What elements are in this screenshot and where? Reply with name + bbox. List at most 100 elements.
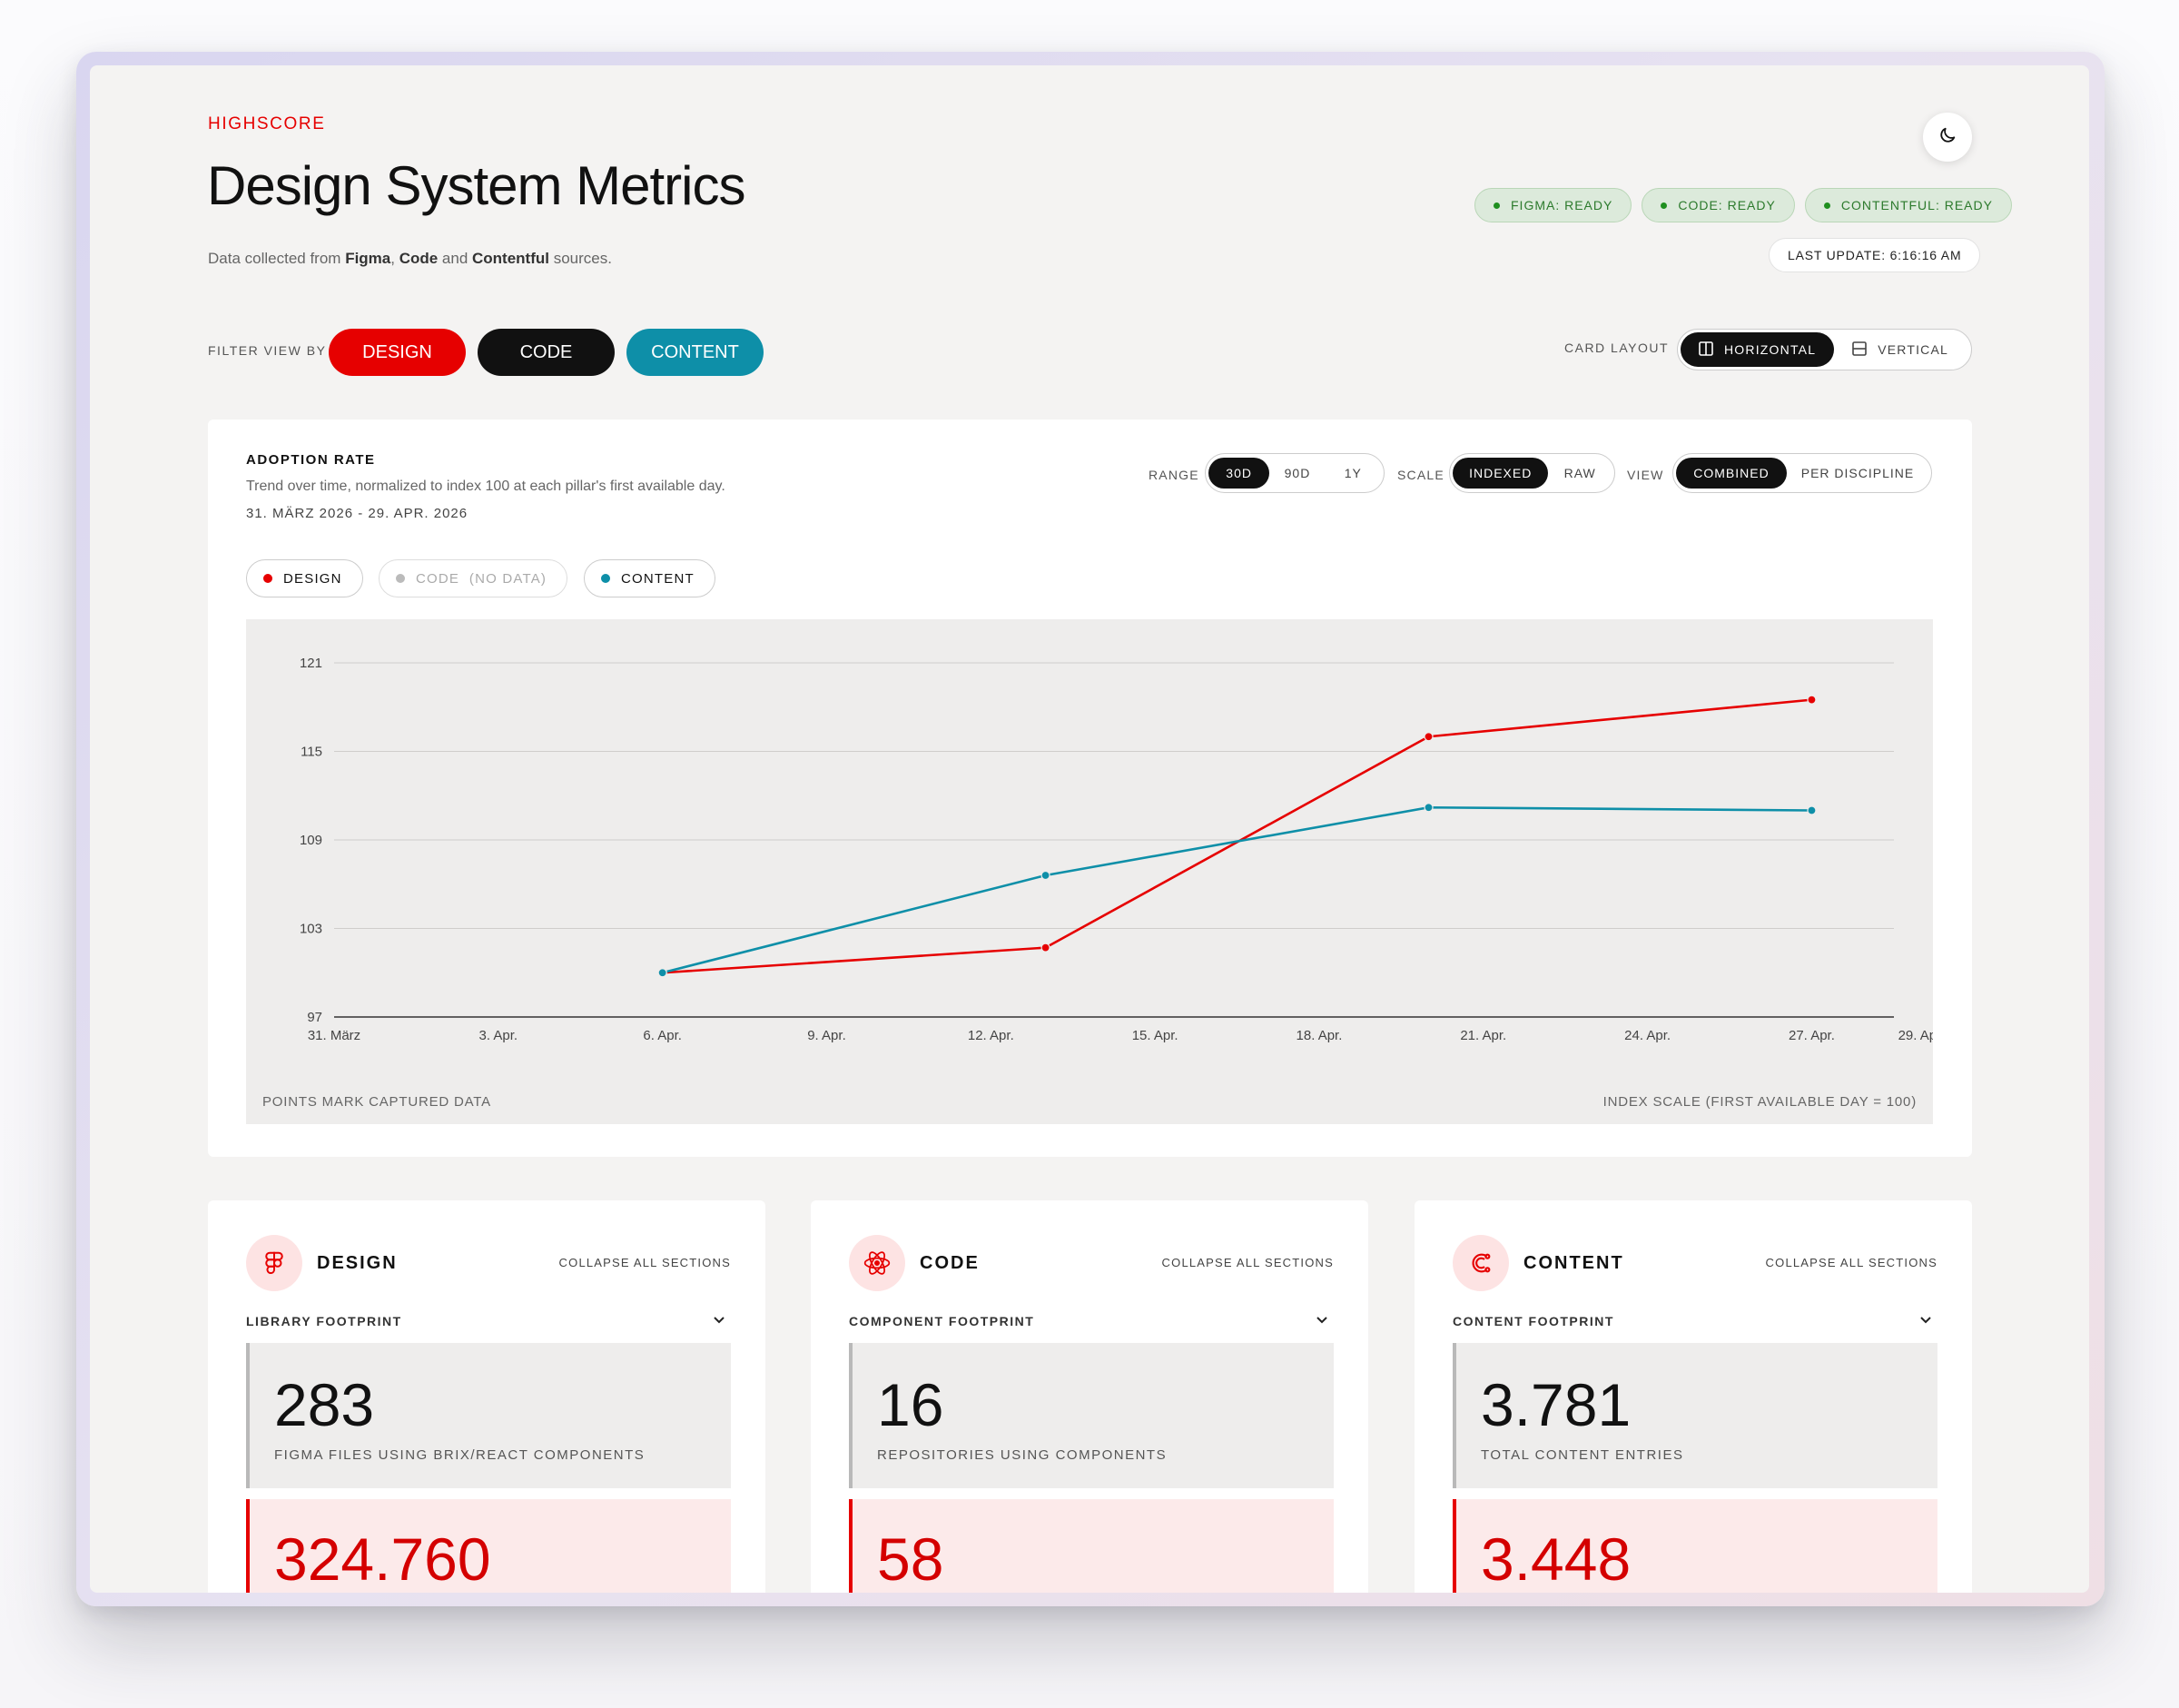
source-figma: Figma <box>345 250 391 267</box>
moon-icon <box>1937 125 1957 150</box>
scale-indexed-option[interactable]: INDEXED <box>1453 458 1549 489</box>
filter-design-button[interactable]: DESIGN <box>329 329 466 376</box>
metric-value: 3.781 <box>1481 1371 1632 1438</box>
data-point-content <box>1424 803 1434 813</box>
status-dot-icon <box>1823 202 1830 209</box>
filter-code-button[interactable]: CODE <box>478 329 615 376</box>
page-title: Design System Metrics <box>207 155 745 216</box>
columns-icon <box>1699 341 1713 359</box>
pillar-card-design: DESIGN COLLAPSE ALL SECTIONS LIBRARY FOO… <box>208 1200 765 1593</box>
y-tick-label: 121 <box>300 656 322 671</box>
adoption-chart: 97 103 109 115 121 31. März 3. Apr. 6. Apr. 9. A… <box>246 619 1933 1124</box>
view-selector: COMBINED PER DISCIPLINE <box>1672 453 1932 493</box>
card-layout-label: CARD LAYOUT <box>1564 341 1670 355</box>
metric-caption: REPOSITORIES USING COMPONENTS <box>877 1447 1168 1463</box>
legend-content-toggle[interactable]: CONTENT <box>584 559 715 597</box>
range-label: RANGE <box>1149 468 1199 482</box>
primary-metric: 3.781 TOTAL CONTENT ENTRIES <box>1453 1343 1937 1488</box>
range-90d-option[interactable]: 90D <box>1284 466 1311 480</box>
data-point-content <box>1040 870 1050 881</box>
page-subtitle: Data collected from Figma, Code and Cont… <box>208 250 612 267</box>
x-tick-label: 31. März <box>308 1028 360 1043</box>
adoption-title: ADOPTION RATE <box>246 452 376 468</box>
chart-note-left: POINTS MARK CAPTURED DATA <box>262 1094 491 1110</box>
range-30d-option[interactable]: 30D <box>1208 458 1270 489</box>
section-title[interactable]: LIBRARY FOOTPRINT <box>246 1314 402 1328</box>
data-point-design <box>1424 732 1434 742</box>
layout-vertical-option[interactable]: VERTICAL <box>1834 332 1967 367</box>
y-tick-label: 97 <box>307 1010 322 1025</box>
filter-content-button[interactable]: CONTENT <box>626 329 764 376</box>
chevron-down-icon[interactable] <box>711 1311 727 1332</box>
react-icon <box>849 1235 905 1291</box>
content-dot-icon <box>601 574 610 583</box>
metric-value: 16 <box>877 1371 944 1438</box>
view-per-discipline-option[interactable]: PER DISCIPLINE <box>1800 466 1915 480</box>
legend-code-toggle[interactable]: CODE (NO DATA) <box>379 559 568 597</box>
view-combined-option[interactable]: COMBINED <box>1676 458 1787 489</box>
secondary-metric-value: 58 <box>877 1525 944 1593</box>
status-chip-code: CODE: READY <box>1642 188 1795 222</box>
status-chip-contentful: CONTENTFUL: READY <box>1804 188 2012 222</box>
chart-note-right: INDEX SCALE (FIRST AVAILABLE DAY = 100) <box>1602 1094 1917 1110</box>
status-chips: FIGMA: READY CODE: READY CONTENTFUL: REA… <box>1474 188 2012 222</box>
layout-horizontal-option[interactable]: HORIZONTAL <box>1681 332 1835 367</box>
secondary-metric: 324.760 <box>246 1499 731 1593</box>
status-dot-icon <box>1494 202 1500 209</box>
chevron-down-icon[interactable] <box>1918 1311 1934 1332</box>
x-tick-label: 18. Apr. <box>1297 1028 1343 1043</box>
adoption-rate-card: ADOPTION RATE Trend over time, normalize… <box>208 420 1972 1157</box>
card-layout-toggle: HORIZONTAL VERTICAL <box>1677 329 1972 370</box>
scale-raw-option[interactable]: RAW <box>1563 466 1596 480</box>
primary-metric: 283 FIGMA FILES USING BRIX/REACT COMPONE… <box>246 1343 731 1488</box>
y-tick-label: 103 <box>300 922 322 937</box>
pillar-title: CONTENT <box>1523 1253 1624 1273</box>
pillar-title: DESIGN <box>317 1253 398 1273</box>
x-tick-label: 12. Apr. <box>968 1028 1014 1043</box>
last-update-badge: LAST UPDATE: 6:16:16 AM <box>1769 238 1981 272</box>
pillar-card-code: CODE COLLAPSE ALL SECTIONS COMPONENT FOO… <box>811 1200 1368 1593</box>
pillar-title: CODE <box>920 1253 980 1273</box>
legend-design-toggle[interactable]: DESIGN <box>246 559 363 597</box>
design-dot-icon <box>263 574 272 583</box>
x-tick-label: 27. Apr. <box>1789 1028 1835 1043</box>
adoption-description: Trend over time, normalized to index 100… <box>246 479 725 494</box>
metric-caption: FIGMA FILES USING BRIX/REACT COMPONENTS <box>274 1447 646 1463</box>
range-1y-option[interactable]: 1Y <box>1344 466 1362 480</box>
x-tick-label: 21. Apr. <box>1460 1028 1506 1043</box>
secondary-metric-value: 324.760 <box>274 1525 491 1593</box>
x-tick-label: 15. Apr. <box>1132 1028 1178 1043</box>
data-point-design <box>1040 943 1050 953</box>
x-tick-label: 9. Apr. <box>807 1028 846 1043</box>
metric-value: 283 <box>274 1371 375 1438</box>
filter-label: FILTER VIEW BY <box>208 343 327 358</box>
metric-caption: TOTAL CONTENT ENTRIES <box>1481 1447 1684 1463</box>
view-label: VIEW <box>1627 468 1664 482</box>
contentful-icon <box>1453 1235 1509 1291</box>
y-tick-label: 115 <box>301 745 322 760</box>
code-dot-icon <box>396 574 405 583</box>
secondary-metric: 3.448 <box>1453 1499 1937 1593</box>
data-point-design <box>1807 695 1817 705</box>
source-contentful: Contentful <box>472 250 549 267</box>
x-tick-label: 24. Apr. <box>1624 1028 1671 1043</box>
theme-toggle-button[interactable] <box>1923 113 1972 162</box>
range-selector: 30D 90D 1Y <box>1205 453 1385 493</box>
y-tick-label: 109 <box>300 833 322 848</box>
section-title[interactable]: CONTENT FOOTPRINT <box>1453 1314 1614 1328</box>
figma-icon <box>246 1235 302 1291</box>
secondary-metric-value: 3.448 <box>1481 1525 1632 1593</box>
section-title[interactable]: COMPONENT FOOTPRINT <box>849 1314 1035 1328</box>
collapse-all-button[interactable]: COLLAPSE ALL SECTIONS <box>1161 1256 1334 1269</box>
rows-icon <box>1852 341 1868 359</box>
series-line-design <box>662 698 1812 974</box>
collapse-all-button[interactable]: COLLAPSE ALL SECTIONS <box>558 1256 731 1269</box>
chevron-down-icon[interactable] <box>1314 1311 1330 1332</box>
data-point-content <box>657 968 667 978</box>
app-window: HIGHSCORE Design System Metrics Data col… <box>90 65 2089 1593</box>
series-line-content <box>662 805 1812 974</box>
collapse-all-button[interactable]: COLLAPSE ALL SECTIONS <box>1765 1256 1937 1269</box>
scale-selector: INDEXED RAW <box>1449 453 1615 493</box>
pillar-card-content: CONTENT COLLAPSE ALL SECTIONS CONTENT FO… <box>1415 1200 1972 1593</box>
primary-metric: 16 REPOSITORIES USING COMPONENTS <box>849 1343 1334 1488</box>
